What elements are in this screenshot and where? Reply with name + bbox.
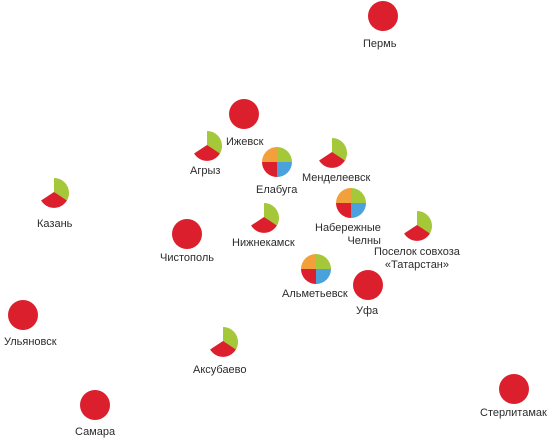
pie-red-segment-icon — [319, 152, 345, 168]
city-marker-sterlitamak[interactable] — [499, 374, 529, 404]
city-marker-almetyevsk[interactable] — [301, 254, 331, 284]
city-name-naberezhnye-chelny-line1: Набережные — [315, 222, 381, 234]
city-name-aksubaevo: Аксубаево — [193, 364, 247, 376]
pie-orange-segment-icon — [336, 188, 351, 203]
city-marker-kazan[interactable] — [41, 178, 69, 208]
red-dot-icon — [8, 300, 38, 330]
city-marker-naberezhnye-chelny[interactable] — [336, 188, 366, 218]
city-marker-elabuga[interactable] — [262, 147, 292, 177]
red-dot-icon — [229, 99, 259, 129]
city-label-elabuga: Елабуга — [256, 184, 297, 197]
city-marker-poselok-tatarstan[interactable] — [404, 211, 432, 241]
city-label-chistopol: Чистополь — [160, 252, 214, 265]
red-dot-icon — [172, 219, 202, 249]
pie-green-segment-icon — [351, 188, 366, 203]
city-label-ufa: Уфа — [356, 305, 378, 318]
city-label-kazan: Казань — [37, 218, 72, 231]
city-name-mendeleevsk: Менделеевск — [302, 172, 371, 184]
city-name-chistopol: Чистополь — [160, 252, 214, 264]
red-dot-icon — [499, 374, 529, 404]
city-label-aksubaevo: Аксубаево — [193, 364, 247, 377]
pie-green-segment-icon — [316, 254, 331, 269]
city-name-almetyevsk: Альметьевск — [282, 288, 348, 300]
red-dot-icon — [353, 270, 383, 300]
city-marker-mendeleevsk[interactable] — [319, 138, 347, 168]
city-marker-ulyanovsk[interactable] — [8, 300, 38, 330]
pie-orange-segment-icon — [262, 147, 277, 162]
pie-blue-segment-icon — [277, 162, 292, 177]
city-label-izhevsk: Ижевск — [226, 136, 263, 149]
city-marker-nizhnekamsk[interactable] — [251, 203, 279, 233]
city-marker-agryz[interactable] — [194, 131, 222, 161]
pie-red-segment-icon — [194, 145, 220, 161]
city-marker-samara[interactable] — [80, 390, 110, 420]
city-name-ulyanovsk: Ульяновск — [4, 336, 57, 348]
city-name-kazan: Казань — [37, 218, 73, 230]
city-name-perm: Пермь — [363, 38, 397, 50]
city-marker-aksubaevo[interactable] — [210, 327, 238, 357]
pie-blue-segment-icon — [351, 203, 366, 218]
city-name-nizhnekamsk: Нижнекамск — [232, 237, 295, 249]
pie-blue-segment-icon — [316, 269, 331, 284]
city-label-agryz: Агрыз — [190, 165, 220, 178]
city-name-poselok-tatarstan-line1: Поселок совхоза — [374, 246, 460, 258]
city-name-elabuga: Елабуга — [256, 184, 298, 196]
city-name-samara: Самара — [75, 426, 116, 438]
city-name-poselok-tatarstan-line2: «Татарстан» — [384, 259, 449, 271]
city-name-ufa: Уфа — [356, 305, 379, 317]
pie-red-segment-icon — [336, 203, 351, 218]
city-label-perm: Пермь — [363, 38, 396, 51]
city-label-sterlitamak: Стерлитамак — [480, 407, 547, 420]
red-dot-icon — [368, 1, 398, 31]
city-marker-perm[interactable] — [368, 1, 398, 31]
city-marker-ufa[interactable] — [353, 270, 383, 300]
city-name-naberezhnye-chelny-line2: Челны — [347, 235, 381, 247]
pie-red-segment-icon — [251, 217, 277, 233]
pie-red-segment-icon — [404, 225, 430, 241]
pie-orange-segment-icon — [301, 254, 316, 269]
pie-red-segment-icon — [210, 341, 236, 357]
city-label-ulyanovsk: Ульяновск — [4, 336, 57, 349]
city-label-naberezhnye-chelny: Набережные Челны — [315, 222, 381, 248]
city-label-mendeleevsk: Менделеевск — [302, 172, 370, 185]
city-name-sterlitamak: Стерлитамак — [480, 407, 547, 419]
city-name-izhevsk: Ижевск — [226, 136, 264, 148]
pie-red-segment-icon — [262, 162, 277, 177]
city-name-agryz: Агрыз — [190, 165, 221, 177]
pie-green-segment-icon — [277, 147, 292, 162]
city-label-almetyevsk: Альметьевск — [282, 288, 348, 301]
city-marker-izhevsk[interactable] — [229, 99, 259, 129]
city-label-nizhnekamsk: Нижнекамск — [232, 237, 295, 250]
pie-red-segment-icon — [301, 269, 316, 284]
pie-red-segment-icon — [41, 192, 67, 208]
city-label-samara: Самара — [75, 426, 115, 439]
city-marker-chistopol[interactable] — [172, 219, 202, 249]
city-label-poselok-tatarstan: Поселок совхоза «Татарстан» — [374, 246, 460, 272]
red-dot-icon — [80, 390, 110, 420]
